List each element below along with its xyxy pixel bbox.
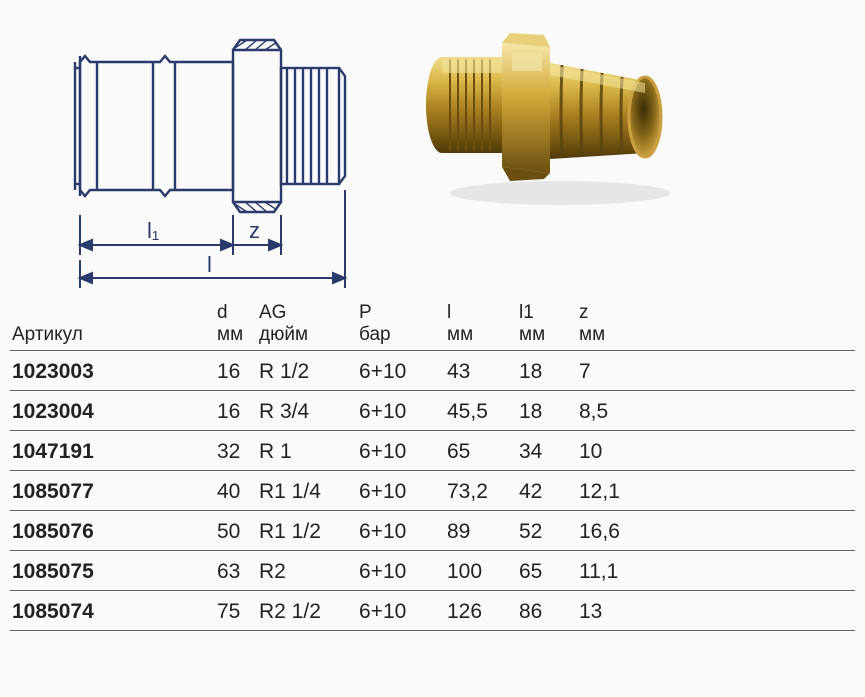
spec-value: 6+10	[357, 514, 445, 550]
table-header-row: АртикулdммAGдюймPбарlммl1ммzмм	[10, 300, 855, 351]
spec-value: 75	[215, 594, 257, 630]
spec-value: R 3/4	[257, 394, 357, 430]
article-number: 1023003	[10, 354, 215, 390]
spec-value: 73,2	[445, 474, 517, 510]
spec-value: R1 1/4	[257, 474, 357, 510]
spec-value: 8,5	[577, 394, 637, 430]
column-unit: дюйм	[259, 324, 355, 346]
spec-value: R2 1/2	[257, 594, 357, 630]
technical-drawing: l₁ z l	[35, 20, 370, 300]
spec-value: R 1/2	[257, 354, 357, 390]
column-label: l1	[519, 302, 534, 323]
column-unit: бар	[359, 324, 443, 346]
spec-value: 10	[577, 434, 637, 470]
spec-value: 40	[215, 474, 257, 510]
spec-value: 6+10	[357, 474, 445, 510]
article-number: 1085074	[10, 594, 215, 630]
spec-value: 65	[445, 434, 517, 470]
spec-value: 32	[215, 434, 257, 470]
spec-value: 12,1	[577, 474, 637, 510]
spec-value: 43	[445, 354, 517, 390]
table-row: 108507563R26+101006511,1	[10, 551, 855, 591]
product-photo	[410, 25, 700, 215]
spec-value: 89	[445, 514, 517, 550]
column-unit: мм	[519, 324, 575, 346]
column-header: Pбар	[357, 300, 445, 350]
spec-value: 52	[517, 514, 577, 550]
spec-value: 100	[445, 554, 517, 590]
spec-value: 16	[215, 394, 257, 430]
article-number: 1085076	[10, 514, 215, 550]
spec-value: 6+10	[357, 394, 445, 430]
column-header: zмм	[577, 300, 637, 350]
table-row: 108507475R2 1/26+101268613	[10, 591, 855, 631]
spec-value: 16,6	[577, 514, 637, 550]
column-unit: мм	[447, 324, 515, 346]
table-row: 108507740R1 1/46+1073,24212,1	[10, 471, 855, 511]
spec-value: R2	[257, 554, 357, 590]
spec-value: 65	[517, 554, 577, 590]
spec-value: 6+10	[357, 434, 445, 470]
column-header: Артикул	[10, 322, 215, 350]
column-header: l1мм	[517, 300, 577, 350]
column-header: AGдюйм	[257, 300, 357, 350]
column-label: l	[447, 302, 451, 323]
top-illustration-area: l₁ z l	[0, 0, 865, 300]
spec-value: 11,1	[577, 554, 637, 590]
spec-value: 50	[215, 514, 257, 550]
column-header: lмм	[445, 300, 517, 350]
dim-label-z: z	[249, 218, 260, 243]
dim-label-l1: l₁	[147, 218, 159, 243]
spec-value: 6+10	[357, 594, 445, 630]
column-unit: мм	[217, 324, 255, 346]
table-row: 104719132R 16+10653410	[10, 431, 855, 471]
spec-value: 6+10	[357, 554, 445, 590]
spec-value: 86	[517, 594, 577, 630]
column-label: Артикул	[12, 324, 83, 345]
table-row: 102300316R 1/26+1043187	[10, 351, 855, 391]
spec-value: 42	[517, 474, 577, 510]
article-number: 1085077	[10, 474, 215, 510]
spec-value: 18	[517, 394, 577, 430]
spec-value: 18	[517, 354, 577, 390]
spec-value: 13	[577, 594, 637, 630]
column-label: AG	[259, 302, 286, 323]
spec-value: 34	[517, 434, 577, 470]
column-header: dмм	[215, 300, 257, 350]
article-number: 1023004	[10, 394, 215, 430]
article-number: 1085075	[10, 554, 215, 590]
column-label: d	[217, 302, 228, 323]
spec-value: R1 1/2	[257, 514, 357, 550]
spec-value: 16	[215, 354, 257, 390]
dim-label-l: l	[207, 252, 212, 277]
spec-value: 63	[215, 554, 257, 590]
column-label: z	[579, 302, 589, 323]
table-row: 108507650R1 1/26+10895216,6	[10, 511, 855, 551]
spec-value: R 1	[257, 434, 357, 470]
spec-table: АртикулdммAGдюймPбарlммl1ммzмм 102300316…	[10, 300, 855, 631]
spec-value: 6+10	[357, 354, 445, 390]
spec-value: 126	[445, 594, 517, 630]
column-unit: мм	[579, 324, 635, 346]
spec-value: 7	[577, 354, 637, 390]
table-row: 102300416R 3/46+1045,5188,5	[10, 391, 855, 431]
spec-value: 45,5	[445, 394, 517, 430]
article-number: 1047191	[10, 434, 215, 470]
column-label: P	[359, 302, 372, 323]
